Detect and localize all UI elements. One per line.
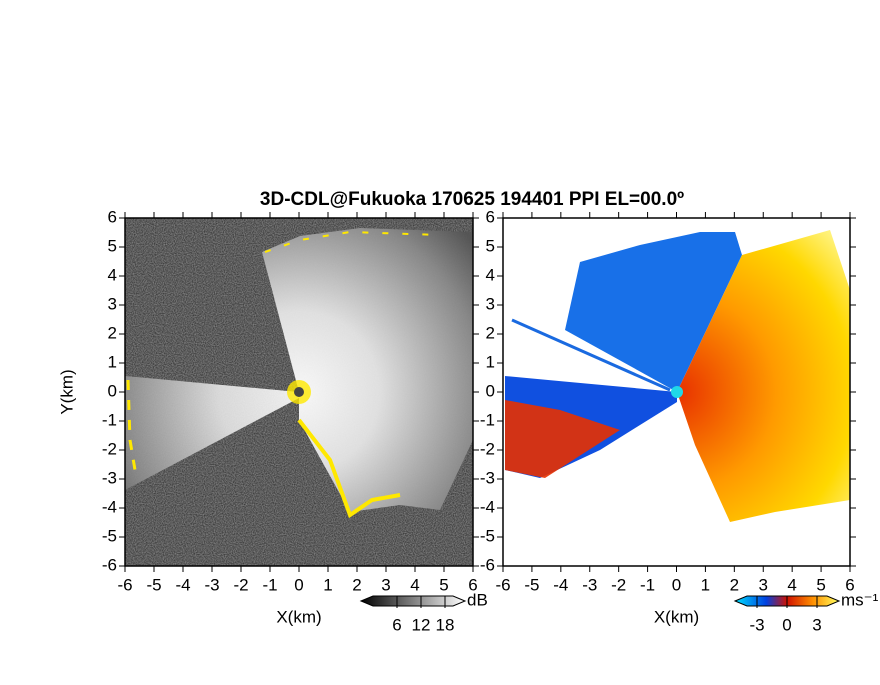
y-tick-label: 2 bbox=[108, 323, 117, 342]
x-tick-label: 0 bbox=[294, 575, 303, 594]
y-tick-label: 6 bbox=[486, 207, 495, 226]
y-tick-label: 4 bbox=[486, 265, 495, 284]
y-tick-label: -4 bbox=[480, 497, 495, 516]
x-tick-label: -2 bbox=[611, 575, 626, 594]
y-tick-label: -1 bbox=[102, 410, 117, 429]
x-tick-label: -5 bbox=[524, 575, 539, 594]
x-axis-label: X(km) bbox=[276, 607, 321, 626]
y-tick-label: -3 bbox=[480, 468, 495, 487]
x-tick-label: -4 bbox=[175, 575, 190, 594]
x-tick-label: 0 bbox=[672, 575, 681, 594]
y-tick-label: 1 bbox=[108, 352, 117, 371]
y-tick-label: 5 bbox=[108, 236, 117, 255]
velocity-image bbox=[503, 218, 850, 566]
y-tick-label: 3 bbox=[486, 294, 495, 313]
x-tick-label: -1 bbox=[262, 575, 277, 594]
x-tick-label: -1 bbox=[640, 575, 655, 594]
x-tick-label: 2 bbox=[352, 575, 361, 594]
x-tick-label: 4 bbox=[410, 575, 419, 594]
x-tick-label: 2 bbox=[730, 575, 739, 594]
y-tick-label: 0 bbox=[486, 381, 495, 400]
x-tick-label: 6 bbox=[845, 575, 854, 594]
colorbar-tick-label: 6 bbox=[392, 615, 401, 634]
y-tick-label: 4 bbox=[108, 265, 117, 284]
y-tick-label: -2 bbox=[480, 439, 495, 458]
reflectivity-image bbox=[125, 218, 473, 566]
colorbar-tick-label: 0 bbox=[782, 615, 791, 634]
colorbar-tick-label: 3 bbox=[812, 615, 821, 634]
x-tick-label: 1 bbox=[323, 575, 332, 594]
y-tick-label: 2 bbox=[486, 323, 495, 342]
colorbar-label: ms⁻¹ bbox=[841, 590, 879, 609]
x-tick-label: -6 bbox=[495, 575, 510, 594]
x-tick-label: 3 bbox=[381, 575, 390, 594]
x-tick-label: 5 bbox=[816, 575, 825, 594]
y-tick-label: -4 bbox=[102, 497, 117, 516]
x-tick-label: -2 bbox=[233, 575, 248, 594]
y-tick-label: 5 bbox=[486, 236, 495, 255]
x-tick-label: 1 bbox=[701, 575, 710, 594]
colorbar-label: dB bbox=[467, 590, 488, 609]
x-tick-label: -4 bbox=[553, 575, 568, 594]
y-tick-label: 0 bbox=[108, 381, 117, 400]
colorbar-tick-label: 12 bbox=[412, 615, 431, 634]
colorbar-tick-label: -3 bbox=[749, 615, 764, 634]
y-tick-label: -6 bbox=[480, 555, 495, 574]
y-tick-label: -5 bbox=[480, 526, 495, 545]
x-tick-label: -6 bbox=[117, 575, 132, 594]
y-tick-label: 3 bbox=[108, 294, 117, 313]
x-tick-label: 3 bbox=[759, 575, 768, 594]
x-tick-label: -3 bbox=[582, 575, 597, 594]
x-tick-label: 4 bbox=[787, 575, 796, 594]
x-tick-label: 5 bbox=[439, 575, 448, 594]
x-tick-label: -5 bbox=[146, 575, 161, 594]
y-axis-label: Y(km) bbox=[57, 369, 76, 414]
y-tick-label: 6 bbox=[108, 207, 117, 226]
y-tick-label: -6 bbox=[102, 555, 117, 574]
chart-title: 3D-CDL@Fukuoka 170625 194401 PPI EL=00.0… bbox=[260, 189, 684, 210]
colorbar bbox=[359, 595, 467, 607]
x-tick-label: -3 bbox=[204, 575, 219, 594]
x-axis-label: X(km) bbox=[654, 607, 699, 626]
y-tick-label: 1 bbox=[486, 352, 495, 371]
y-tick-label: -5 bbox=[102, 526, 117, 545]
x-tick-label: 6 bbox=[468, 575, 477, 594]
y-tick-label: -3 bbox=[102, 468, 117, 487]
y-tick-label: -1 bbox=[480, 410, 495, 429]
y-tick-label: -2 bbox=[102, 439, 117, 458]
colorbar-tick-label: 18 bbox=[436, 615, 455, 634]
